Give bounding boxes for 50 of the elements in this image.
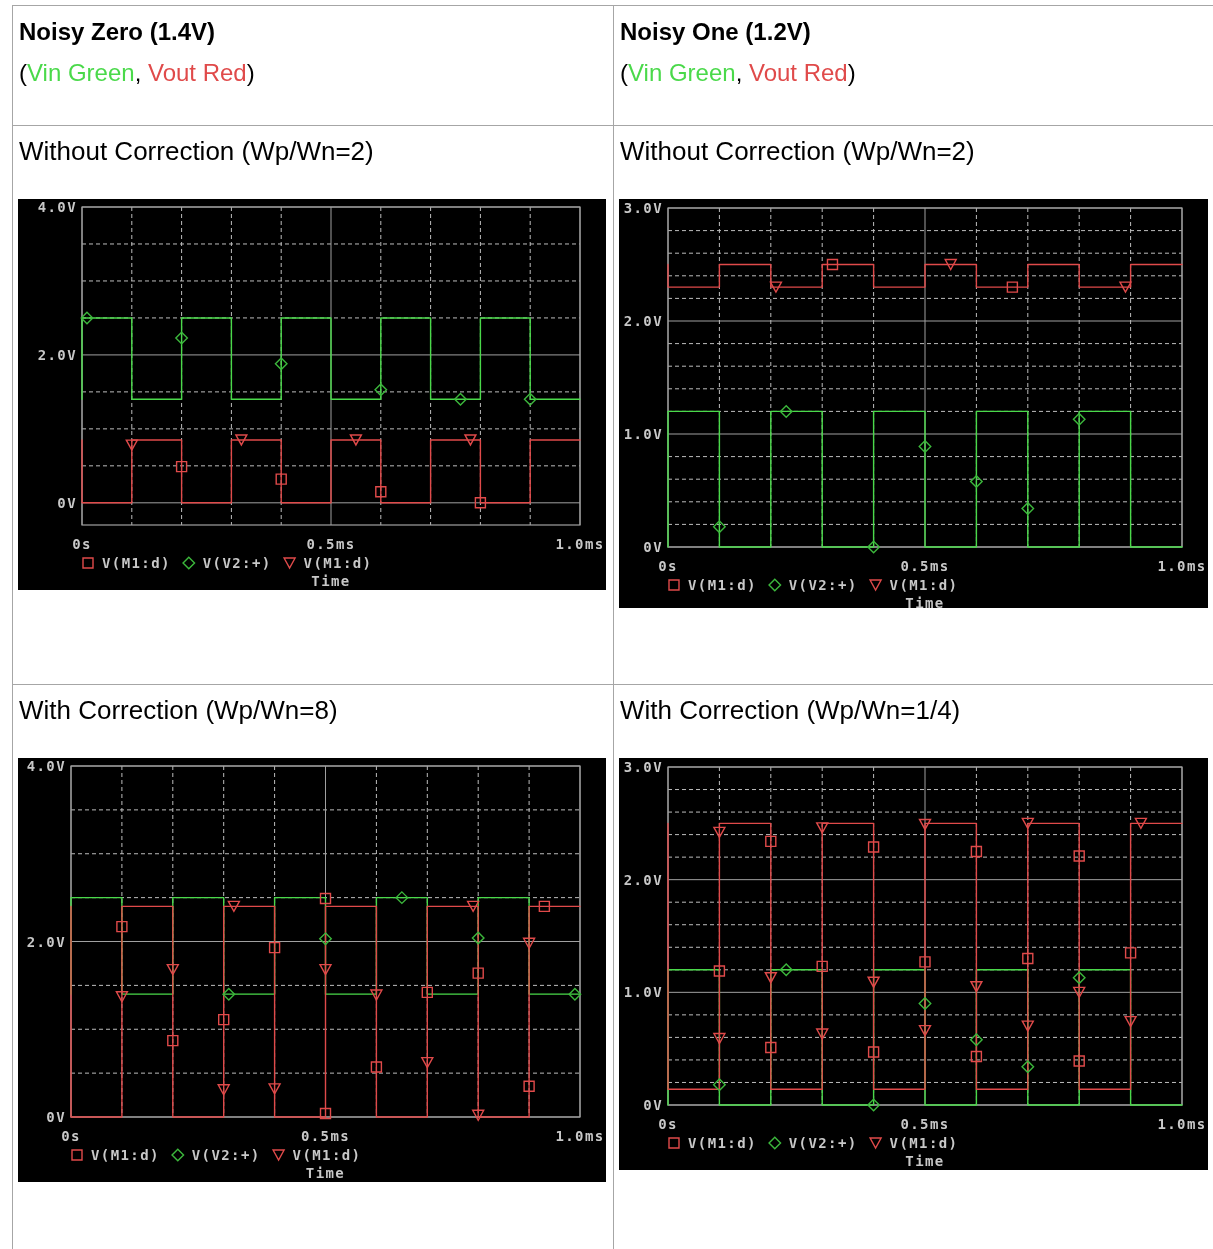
legend-label: V(M1:d)	[303, 555, 373, 571]
x-tick-label: 1.0ms	[555, 536, 605, 552]
x-tick-label: 0.5ms	[306, 536, 356, 552]
legend-label: V(M1:d)	[688, 1135, 757, 1151]
y-tick-label: 2.0V	[26, 933, 66, 950]
legend-label: V(V2:+)	[202, 555, 272, 571]
legend-label: V(M1:d)	[91, 1147, 160, 1163]
y-tick-label: 3.0V	[623, 759, 663, 775]
legend-label: V(V2:+)	[788, 1135, 858, 1151]
y-tick-label: 4.0V	[26, 758, 66, 774]
y-tick-label: 0V	[57, 494, 77, 511]
x-tick-label: 0.5ms	[300, 1128, 351, 1144]
x-tick-label: 0s	[658, 1116, 678, 1132]
legend-label: V(V2:+)	[191, 1147, 261, 1163]
x-tick-label: 0s	[72, 536, 92, 552]
text: Noisy Zero (1.4V)	[19, 18, 216, 45]
x-tick-label: 1.0ms	[555, 1128, 605, 1144]
chart-title: With Correction (Wp/Wn=8)	[19, 695, 338, 725]
x-axis-title: Time	[311, 573, 351, 589]
x-tick-label: 0s	[658, 558, 678, 574]
legend-label: V(M1:d)	[889, 1135, 959, 1151]
chart-title: Without Correction (Wp/Wn=2)	[19, 136, 374, 166]
text: Noisy One (1.2V)	[620, 18, 811, 45]
y-tick-label: 2.0V	[623, 313, 663, 329]
chart-title: With Correction (Wp/Wn=1/4)	[620, 695, 961, 725]
y-tick-label: 0V	[46, 1109, 66, 1125]
x-axis-title: Time	[905, 1153, 945, 1169]
y-tick-label: 2.0V	[623, 871, 663, 888]
x-axis-title: Time	[905, 595, 945, 611]
legend-label: V(M1:d)	[102, 555, 171, 571]
x-tick-label: 0.5ms	[900, 558, 950, 574]
y-tick-label: 2.0V	[37, 346, 77, 363]
y-tick-label: 3.0V	[623, 200, 663, 216]
y-tick-label: 0V	[643, 1097, 663, 1113]
x-axis-title: Time	[305, 1165, 346, 1181]
legend-label: V(M1:d)	[688, 577, 757, 593]
y-tick-label: 1.0V	[623, 984, 663, 1001]
text: (Vin Green, Vout Red)	[19, 59, 255, 86]
chart-title: Without Correction (Wp/Wn=2)	[620, 136, 975, 166]
x-tick-label: 0s	[61, 1128, 81, 1144]
y-tick-label: 0V	[643, 539, 663, 555]
legend-label: V(M1:d)	[292, 1147, 362, 1163]
text: (Vin Green, Vout Red)	[620, 59, 856, 86]
legend-label: V(M1:d)	[889, 577, 959, 593]
x-tick-label: 1.0ms	[1157, 558, 1207, 574]
x-tick-label: 0.5ms	[900, 1116, 950, 1132]
y-tick-label: 4.0V	[37, 199, 77, 215]
legend-label: V(V2:+)	[788, 577, 858, 593]
y-tick-label: 1.0V	[623, 426, 663, 442]
x-tick-label: 1.0ms	[1157, 1116, 1207, 1132]
